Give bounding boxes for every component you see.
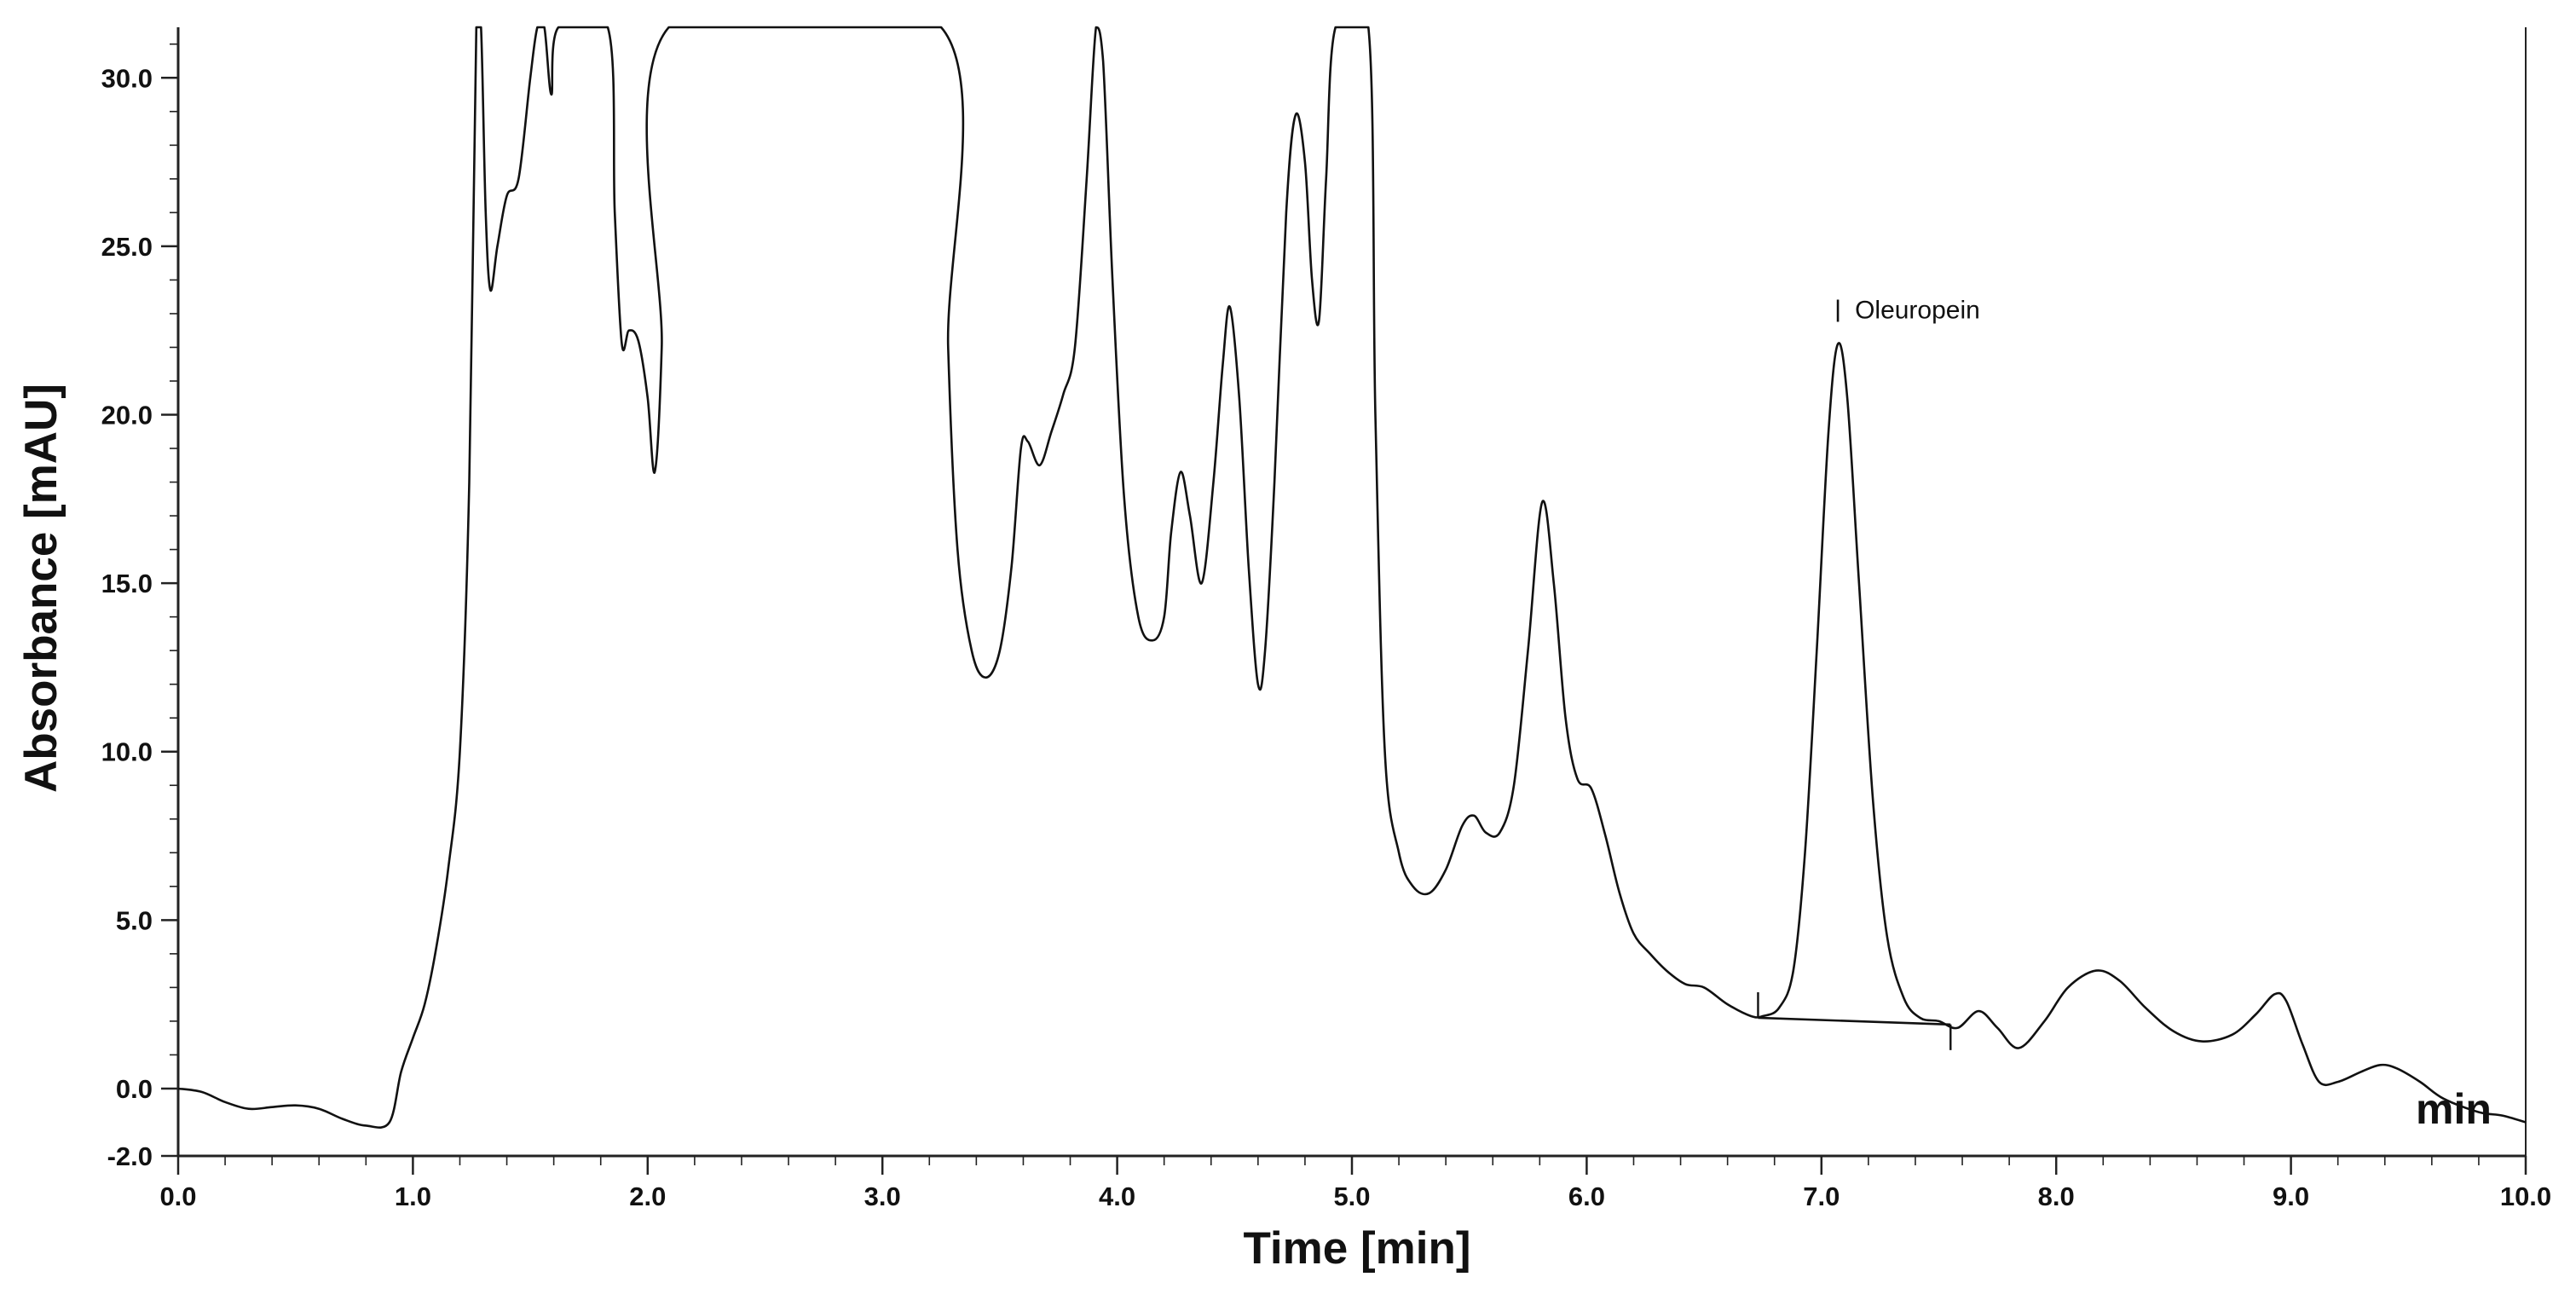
chromatogram-trace bbox=[177, 26, 2527, 1129]
integration-baseline bbox=[1758, 1016, 1951, 1026]
y-tick-label: 5.0 bbox=[116, 905, 153, 935]
x-tick-label: 7.0 bbox=[1803, 1182, 1840, 1211]
y-axis-title: Absorbance [mAU] bbox=[16, 384, 66, 793]
x-tick-label: 1.0 bbox=[395, 1182, 431, 1211]
y-tick-label: 15.0 bbox=[101, 569, 153, 598]
x-tick-label: 0.0 bbox=[159, 1182, 196, 1211]
x-unit-label: min bbox=[2416, 1085, 2492, 1133]
y-tick-label: 30.0 bbox=[101, 63, 153, 93]
y-tick-label: -2.0 bbox=[107, 1141, 153, 1171]
y-tick-label: 10.0 bbox=[101, 737, 153, 767]
x-axis-title: Time [min] bbox=[1244, 1223, 1471, 1274]
x-tick-label: 2.0 bbox=[629, 1182, 666, 1211]
x-tick-label: 8.0 bbox=[2038, 1182, 2075, 1211]
x-tick-label: 9.0 bbox=[2273, 1182, 2309, 1211]
peak-label-oleuropein: Oleuropein bbox=[1855, 297, 1980, 325]
x-tick-label: 4.0 bbox=[1099, 1182, 1135, 1211]
y-tick-label: 25.0 bbox=[101, 232, 153, 262]
x-tick-label: 3.0 bbox=[864, 1182, 901, 1211]
y-tick-label: 0.0 bbox=[116, 1074, 153, 1104]
x-tick-label: 5.0 bbox=[1333, 1182, 1370, 1211]
y-tick-label: 20.0 bbox=[101, 401, 153, 430]
x-tick-label: 6.0 bbox=[1568, 1182, 1605, 1211]
x-tick-label: 10.0 bbox=[2500, 1182, 2551, 1211]
